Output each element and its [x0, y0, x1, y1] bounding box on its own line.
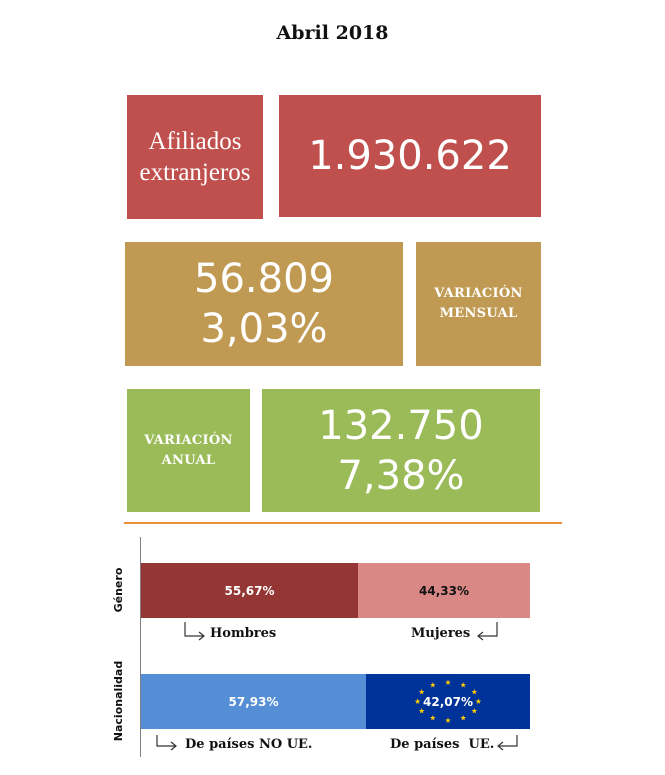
affiliates-value: 1.930.622	[308, 133, 512, 179]
monthly-value-tile: 56.809 3,03%	[125, 242, 403, 366]
annual-label-line1: VARIACIÓN	[144, 432, 233, 448]
eu-star-icon	[414, 698, 421, 704]
eu-star-icon	[471, 689, 478, 695]
bar-segment-hombres: 55,67%	[141, 563, 358, 618]
affiliates-label-line2: extranjeros	[139, 159, 251, 186]
eu-star-icon	[429, 714, 436, 721]
legend-ue: De países UE.	[390, 737, 495, 752]
annual-label-tile: VARIACIÓN ANUAL	[127, 389, 250, 512]
bar-segment-no-ue: 57,93%	[141, 674, 366, 729]
legend-no-ue: De países NO UE.	[185, 737, 313, 752]
affiliates-label-line1: Afiliados	[148, 128, 242, 155]
bar-segment-ue: 42,07%	[366, 674, 530, 729]
monthly-label-line1: VARIACIÓN	[434, 286, 523, 301]
eu-star-icon	[445, 717, 451, 723]
annual-pct: 7,38%	[337, 452, 465, 499]
monthly-label-tile: VARIACIÓN MENSUAL	[416, 242, 541, 366]
data-label-hombres: 55,67%	[224, 583, 275, 598]
bar-segment-mujeres: 44,33%	[358, 563, 530, 618]
eu-star-icon	[418, 689, 425, 695]
eu-star-icon	[460, 714, 467, 721]
annual-label-line2: ANUAL	[161, 452, 216, 468]
chart-axis	[140, 537, 141, 757]
monthly-label-line2: MENSUAL	[439, 306, 518, 321]
eu-star-icon	[418, 708, 425, 714]
data-label-mujeres: 44,33%	[419, 583, 469, 598]
bar-genero: 55,67% 44,33%	[141, 563, 530, 618]
monthly-value: 56.809	[194, 256, 334, 302]
annual-value-tile: 132.750 7,38%	[262, 389, 540, 512]
legend-hombres: Hombres	[210, 626, 277, 641]
legend-mujeres: Mujeres	[411, 626, 471, 641]
data-label-ue: 42,07%	[423, 694, 473, 709]
eu-flag-stars-icon	[414, 679, 482, 723]
section-divider	[124, 522, 562, 524]
bar-nacionalidad: 57,93% 42,07%	[141, 674, 530, 729]
monthly-pct: 3,03%	[200, 306, 328, 352]
eu-star-icon	[475, 698, 482, 704]
eu-star-icon	[460, 682, 467, 688]
eu-star-icon	[445, 679, 451, 685]
affiliates-value-tile: 1.930.622	[279, 95, 541, 217]
annual-value: 132.750	[318, 402, 484, 449]
data-label-no-ue: 57,93%	[228, 694, 279, 709]
page-title: Abril 2018	[276, 22, 389, 44]
eu-star-icon	[429, 682, 436, 688]
affiliates-label-tile: Afiliados extranjeros	[127, 95, 263, 219]
eu-star-icon	[471, 708, 478, 714]
